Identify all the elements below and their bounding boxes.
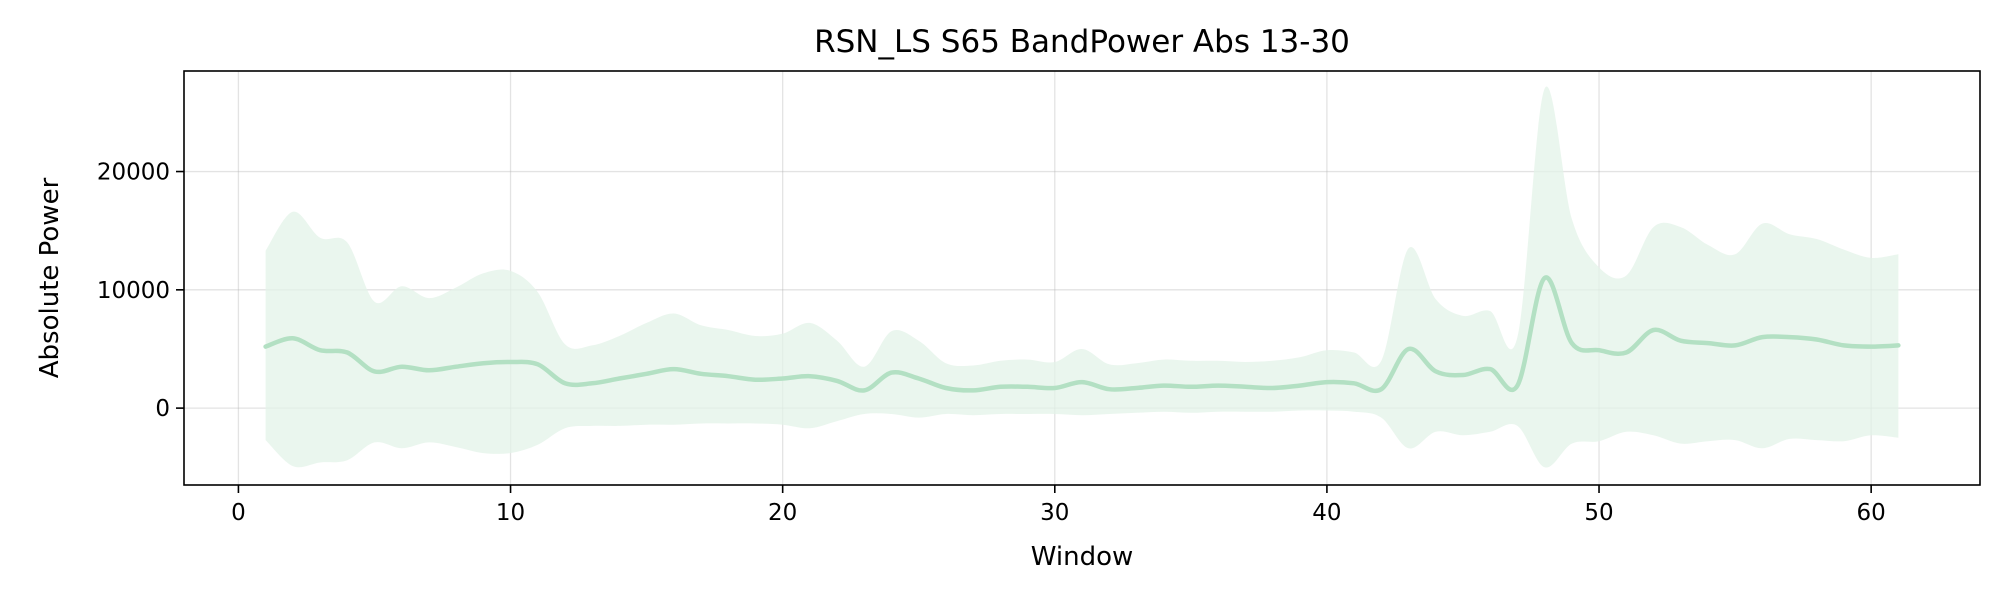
x-axis-label: Window <box>1031 542 1134 572</box>
x-tick-label-10: 10 <box>496 500 525 526</box>
x-tick-label-0: 0 <box>231 500 246 526</box>
y-axis-label: Absolute Power <box>35 177 65 378</box>
y-tick-label-20000: 20000 <box>97 160 170 186</box>
y-tick-label-10000: 10000 <box>97 278 170 304</box>
x-tick-label-50: 50 <box>1584 500 1613 526</box>
x-tick-label-20: 20 <box>768 500 797 526</box>
y-tick-label-0: 0 <box>155 396 170 422</box>
std-band <box>265 86 1899 468</box>
chart-title: RSN_LS S65 BandPower Abs 13-30 <box>814 24 1350 60</box>
x-tick-label-40: 40 <box>1312 500 1341 526</box>
mean-line <box>263 275 1901 394</box>
x-tick-label-30: 30 <box>1040 500 1069 526</box>
plot-frame <box>183 70 1981 486</box>
axis-ticks: 0 10 20 30 40 50 60 0 10000 20000 <box>97 160 1886 526</box>
x-tick-label-60: 60 <box>1857 500 1886 526</box>
